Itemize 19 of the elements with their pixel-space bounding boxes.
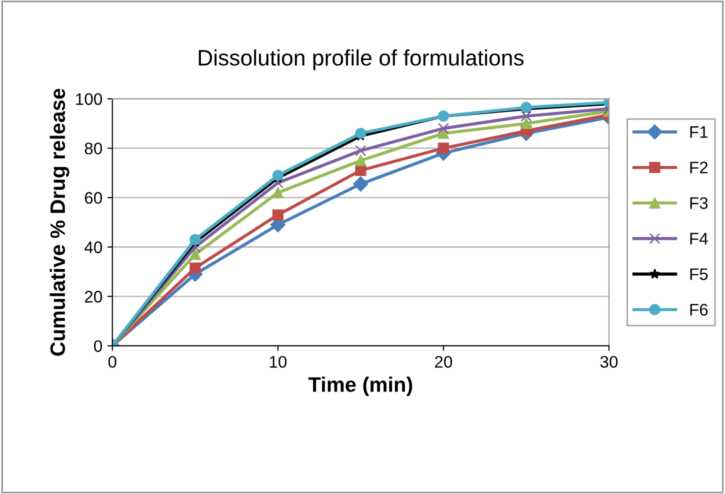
y-axis-title: Cumulative % Drug release xyxy=(50,88,70,356)
x-tick-label: 0 xyxy=(108,356,116,368)
y-tick-label: 40 xyxy=(84,241,102,254)
x-tick-label: 10 xyxy=(270,356,287,368)
y-tick-label: 60 xyxy=(84,192,102,204)
legend-label: F2 xyxy=(690,162,708,174)
x-tick-label: 20 xyxy=(435,356,452,368)
chart-title: Dissolution profile of formulations xyxy=(198,49,524,70)
y-tick-label: 100 xyxy=(76,93,102,106)
x-tick-label: 30 xyxy=(600,356,618,368)
y-tick-label: 0 xyxy=(94,340,102,352)
x-axis-title: Time (min) xyxy=(308,376,412,396)
y-tick-label: 80 xyxy=(84,142,102,154)
legend-label: F4 xyxy=(690,232,708,244)
legend-label: F6 xyxy=(690,304,708,316)
legend-label: F1 xyxy=(690,126,708,138)
y-tick-label: 20 xyxy=(84,290,102,303)
legend-label: F5 xyxy=(690,268,708,280)
legend-label: F3 xyxy=(690,197,708,210)
